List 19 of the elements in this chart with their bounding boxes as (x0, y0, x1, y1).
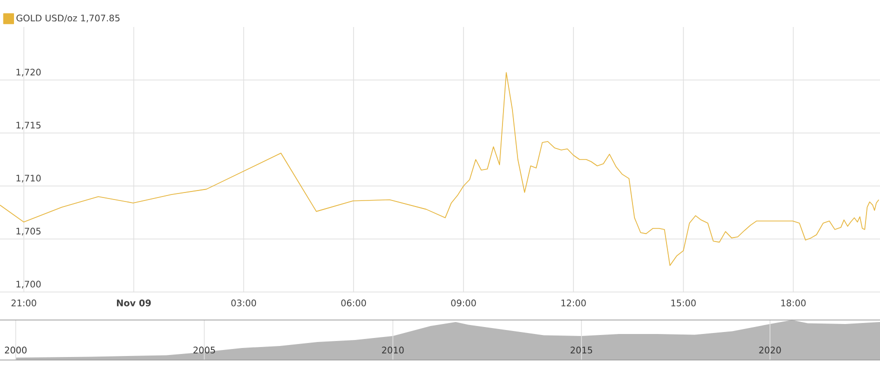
x-tick-label: 21:00 (12, 300, 36, 306)
x-tick-label: 2005 (194, 346, 215, 354)
y-tick-label: 1,705 (16, 228, 41, 236)
x-tick-label: Nov 09 (116, 300, 151, 306)
x-tick-label: 03:00 (231, 300, 256, 306)
x-tick-label: 12:00 (561, 300, 586, 306)
x-tick-label: 2000 (4, 346, 27, 354)
legend-label: GOLD USD/oz 1,707.85 (16, 14, 120, 22)
x-tick-label: 15:00 (671, 300, 696, 306)
x-tick-label: 2020 (759, 346, 781, 354)
x-tick-label: 09:00 (451, 300, 476, 306)
x-tick-label: 06:00 (341, 300, 366, 306)
y-tick-label: 1,710 (16, 174, 41, 182)
y-tick-label: 1,720 (16, 68, 41, 76)
y-tick-label: 1,715 (16, 122, 41, 130)
x-tick-label: 18:00 (781, 300, 806, 306)
x-tick-label: 2010 (382, 346, 404, 354)
x-tick-label: 2015 (570, 346, 592, 354)
y-tick-label: 1,700 (16, 280, 41, 288)
